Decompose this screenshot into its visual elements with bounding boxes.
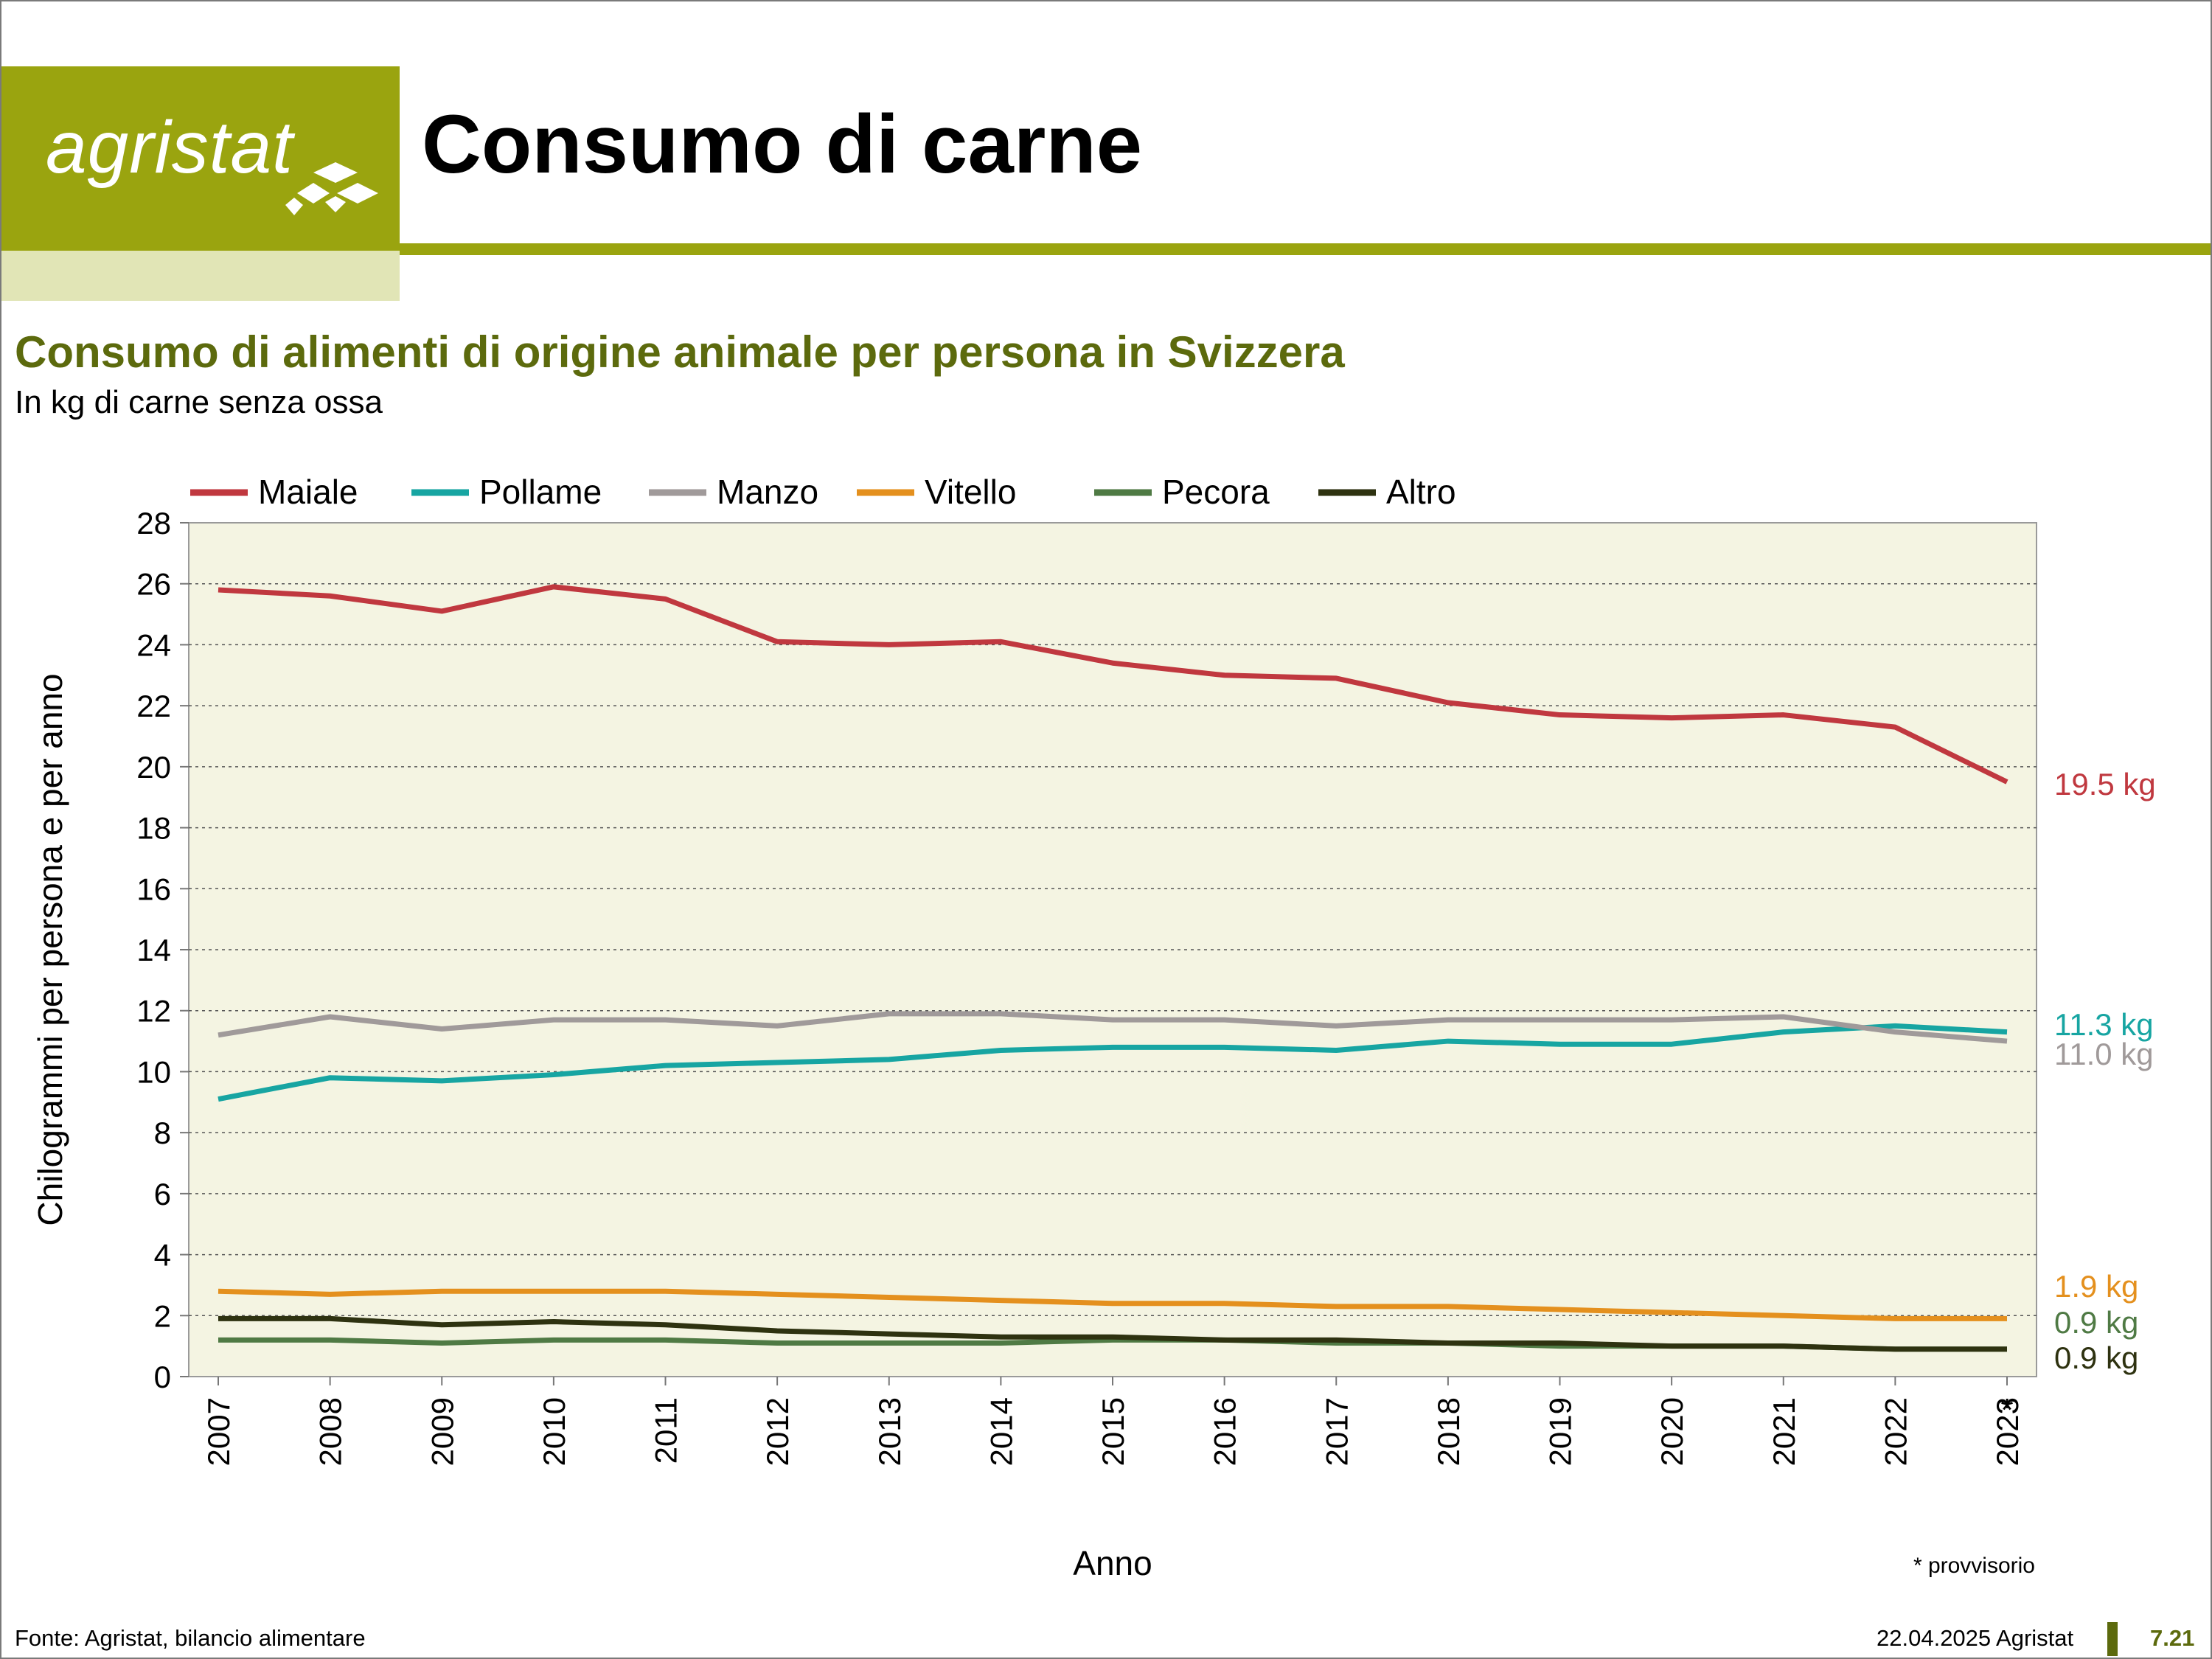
legend-label-manzo: Manzo (717, 473, 818, 511)
legend-label-pollame: Pollame (479, 473, 602, 511)
y-tick-label: 14 (136, 933, 171, 967)
x-tick-label: 2021 (1767, 1397, 1801, 1466)
y-tick-label: 2 (154, 1298, 171, 1333)
x-tick-label: 2008 (313, 1397, 348, 1466)
x-tick-label: 2011 (649, 1397, 684, 1464)
y-tick-label: 8 (154, 1116, 171, 1150)
footer-date: 22.04.2025 Agristat (1877, 1625, 2074, 1651)
provisional-note: * provvisorio (1913, 1554, 2035, 1578)
x-tick-label: 2014 (984, 1397, 1018, 1466)
y-tick-label: 28 (136, 506, 171, 540)
y-tick-label: 26 (136, 567, 171, 602)
chart-title: Consumo di alimenti di origine animale p… (15, 327, 1345, 377)
x-tick-label: 2023 (1990, 1397, 2025, 1466)
footer-page-number: 7.21 (2150, 1625, 2195, 1651)
end-label-altro: 0.9 kg (2054, 1340, 2138, 1375)
x-tick-label: 2013 (872, 1397, 907, 1466)
legend-label-pecora: Pecora (1162, 473, 1270, 511)
header-rule (400, 243, 2211, 255)
end-label-pecora: 0.9 kg (2054, 1305, 2138, 1340)
series-line-pollame (218, 1023, 2008, 1102)
legend-label-vitello: Vitello (925, 473, 1016, 511)
page-title: Consumo di carne (422, 98, 1143, 190)
series-line-altro (218, 1315, 2007, 1352)
y-axis-title: Chilogrammi per persona e per anno (31, 673, 69, 1225)
y-tick-label: 22 (136, 689, 171, 723)
x-tick-label: 2015 (1096, 1397, 1130, 1466)
y-tick-label: 4 (154, 1238, 171, 1273)
legend-label-maiale: Maiale (258, 473, 358, 511)
x-tick-label: 2012 (760, 1397, 795, 1466)
y-tick-label: 0 (154, 1360, 171, 1394)
x-tick-label: 2020 (1655, 1397, 1689, 1466)
end-label-manzo: 11.0 kg (2054, 1037, 2154, 1071)
logo-text: agristat (46, 106, 293, 189)
series-line-maiale (218, 584, 2008, 785)
x-tick-label: 2018 (1431, 1397, 1466, 1466)
logo-diamonds-icon (285, 162, 378, 215)
legend-label-altro: Altro (1386, 473, 1456, 511)
y-tick-label: 24 (136, 627, 171, 662)
y-tick-label: 10 (136, 1054, 171, 1089)
chart-subtitle: In kg di carne senza ossa (15, 384, 383, 420)
x-tick-label: 2010 (537, 1397, 571, 1466)
x-tick-label: 2009 (425, 1397, 459, 1466)
x-tick-label: 2019 (1543, 1397, 1578, 1466)
x-axis-title: Anno (1073, 1544, 1152, 1582)
x-tick-label: 2016 (1208, 1397, 1242, 1466)
x-tick-label: 2017 (1319, 1397, 1354, 1466)
y-tick-label: 20 (136, 750, 171, 785)
end-label-pollame: 11.3 kg (2054, 1007, 2154, 1042)
x-tick-label: 2007 (201, 1397, 236, 1466)
footer-separator (2107, 1622, 2118, 1656)
x-tick-label: 2022 (1878, 1397, 1913, 1466)
series-line-manzo (218, 1011, 2008, 1044)
series-line-vitello (218, 1288, 2007, 1321)
logo-box (1, 66, 400, 251)
y-tick-label: 12 (136, 994, 171, 1029)
x-provisional-marker: * (2000, 1392, 2013, 1428)
footer-source: Fonte: Agristat, bilancio alimentare (15, 1625, 366, 1651)
y-tick-label: 18 (136, 811, 171, 846)
y-tick-label: 16 (136, 872, 171, 906)
end-label-vitello: 1.9 kg (2054, 1269, 2138, 1304)
y-tick-label: 6 (154, 1177, 171, 1211)
logo-underbar (1, 251, 400, 301)
end-label-maiale: 19.5 kg (2054, 767, 2156, 801)
